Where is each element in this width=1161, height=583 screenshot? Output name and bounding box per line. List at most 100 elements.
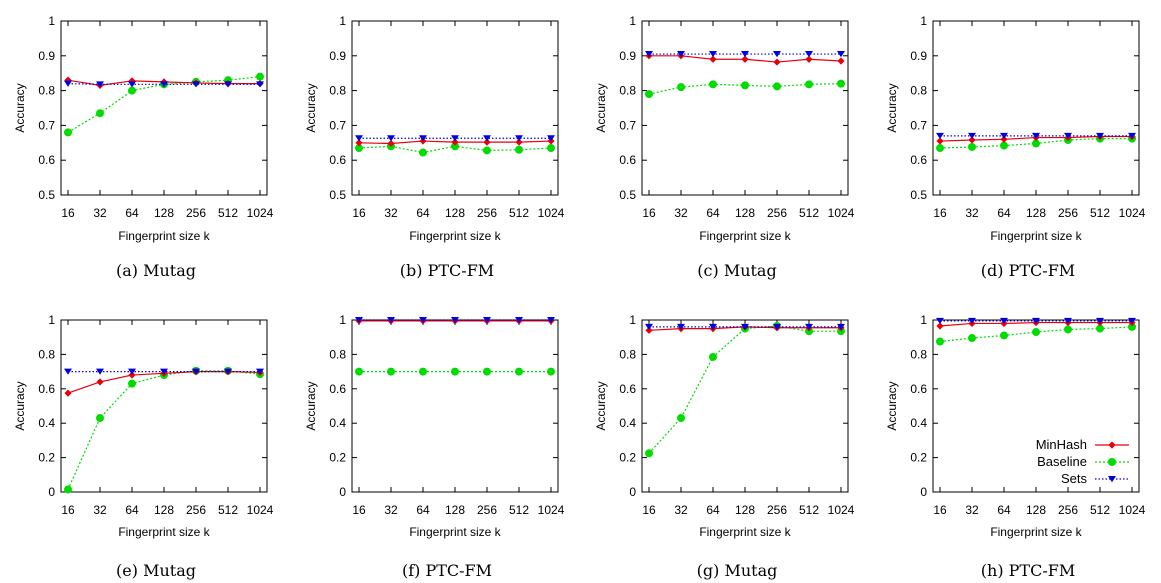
- point-sets: [1064, 317, 1072, 325]
- point-minhash: [1000, 135, 1008, 143]
- x-tick-label: 64: [416, 503, 430, 517]
- x-tick-label: 32: [965, 503, 979, 517]
- y-tick-label: 0.9: [329, 49, 346, 63]
- point-sets: [1000, 132, 1008, 140]
- x-tick-label: 32: [674, 206, 688, 220]
- x-tick-label: 512: [1090, 206, 1110, 220]
- x-tick-label: 128: [445, 206, 465, 220]
- legend: MinHash Baseline Sets: [1036, 437, 1129, 486]
- point-baseline: [419, 148, 427, 157]
- y-tick-label: 0: [339, 485, 346, 499]
- point-sets: [256, 368, 264, 375]
- point-baseline: [1064, 325, 1072, 334]
- point-sets: [355, 135, 363, 142]
- legend-label-minhash: MinHash: [1036, 437, 1087, 452]
- y-tick-label: 0.8: [619, 84, 636, 98]
- point-baseline: [1032, 328, 1040, 337]
- point-baseline: [1096, 324, 1104, 333]
- x-tick-label: 16: [642, 503, 656, 517]
- legend-label-sets: Sets: [1061, 471, 1088, 486]
- point-sets: [741, 51, 749, 58]
- panel-caption: (d) PTC-FM: [981, 261, 1075, 280]
- x-tick-label: 1024: [247, 206, 274, 220]
- point-sets: [1032, 132, 1040, 140]
- point-baseline: [96, 109, 104, 118]
- point-sets: [968, 132, 976, 140]
- point-baseline: [805, 80, 813, 89]
- point-sets: [387, 317, 395, 324]
- x-tick-label: 64: [997, 503, 1011, 517]
- point-minhash: [709, 55, 717, 63]
- x-axis-label: Fingerprint size k: [990, 525, 1082, 539]
- x-tick-label: 32: [965, 206, 979, 220]
- x-tick-label: 64: [706, 503, 720, 517]
- y-tick-label: 0.6: [619, 382, 636, 396]
- point-sets: [936, 317, 944, 325]
- y-tick-label: 0.8: [38, 347, 55, 361]
- y-tick-label: 0.4: [619, 416, 636, 430]
- x-tick-label: 512: [509, 206, 529, 220]
- y-tick-label: 0: [48, 485, 55, 499]
- x-tick-label: 16: [61, 206, 75, 220]
- y-tick-label: 1: [48, 313, 55, 327]
- point-sets: [1096, 132, 1104, 140]
- y-tick-label: 1: [920, 313, 927, 327]
- x-tick-label: 128: [154, 206, 174, 220]
- y-tick-label: 0.6: [38, 382, 55, 396]
- y-tick-label: 0.8: [329, 347, 346, 361]
- point-minhash: [96, 378, 104, 386]
- legend-marker-minhash: [1108, 441, 1116, 449]
- chart-panel-8: 0 0.2 0.4 0.6 0.8 1 16 32 64 128 256 512 1024 Fingerp…: [885, 313, 1146, 580]
- point-sets: [64, 80, 72, 87]
- plot-frame: [60, 20, 268, 196]
- point-baseline: [387, 367, 395, 376]
- point-sets: [709, 323, 717, 331]
- point-sets: [677, 51, 685, 58]
- y-tick-label: 0.2: [910, 451, 927, 465]
- point-baseline: [677, 414, 685, 423]
- x-tick-label: 64: [706, 206, 720, 220]
- point-sets: [483, 317, 491, 324]
- panel-caption: (f) PTC-FM: [402, 561, 492, 580]
- y-tick-label: 0.7: [38, 118, 55, 132]
- point-baseline: [64, 485, 72, 494]
- y-tick-label: 0.8: [38, 84, 55, 98]
- y-tick-label: 0.5: [910, 188, 927, 202]
- plot-frame: [641, 20, 849, 196]
- y-tick-label: 0.5: [38, 188, 55, 202]
- point-baseline: [451, 367, 459, 376]
- chart-panel-2: 0.5 0.6 0.7 0.8 0.9 1 16 32 64 128 256 512 1024 Finge…: [304, 14, 565, 280]
- plot-frame: [932, 319, 1140, 493]
- y-axis-label: Accuracy: [594, 381, 608, 430]
- y-tick-label: 0.9: [38, 49, 55, 63]
- y-tick-label: 0.4: [329, 416, 346, 430]
- y-tick-label: 0.2: [329, 451, 346, 465]
- x-tick-label: 64: [125, 206, 139, 220]
- y-tick-label: 0.7: [619, 118, 636, 132]
- point-sets: [837, 323, 845, 331]
- x-tick-label: 512: [799, 503, 819, 517]
- x-tick-label: 64: [416, 206, 430, 220]
- point-sets: [515, 135, 523, 142]
- point-sets: [547, 135, 555, 142]
- y-tick-label: 0.6: [38, 153, 55, 167]
- point-baseline: [968, 334, 976, 343]
- panel-caption: (a) Mutag: [116, 261, 196, 280]
- point-minhash: [451, 138, 459, 146]
- point-baseline: [515, 367, 523, 376]
- legend-marker-baseline: [1108, 458, 1116, 466]
- panel-caption: (g) Mutag: [697, 561, 778, 580]
- point-sets: [1128, 317, 1136, 325]
- y-tick-label: 1: [48, 14, 55, 28]
- y-axis-label: Accuracy: [304, 381, 318, 430]
- y-tick-label: 0.7: [329, 118, 346, 132]
- x-tick-label: 32: [93, 206, 107, 220]
- point-sets: [645, 323, 653, 331]
- x-tick-label: 32: [384, 206, 398, 220]
- point-sets: [419, 317, 427, 324]
- point-sets: [805, 323, 813, 331]
- x-tick-label: 1024: [247, 503, 274, 517]
- x-axis-label: Fingerprint size k: [409, 525, 501, 539]
- plot-frame: [351, 20, 559, 196]
- chart-panel-5: 0 0.2 0.4 0.6 0.8 1 16 32 64 128 256 512 1024 Fingerp…: [13, 313, 274, 580]
